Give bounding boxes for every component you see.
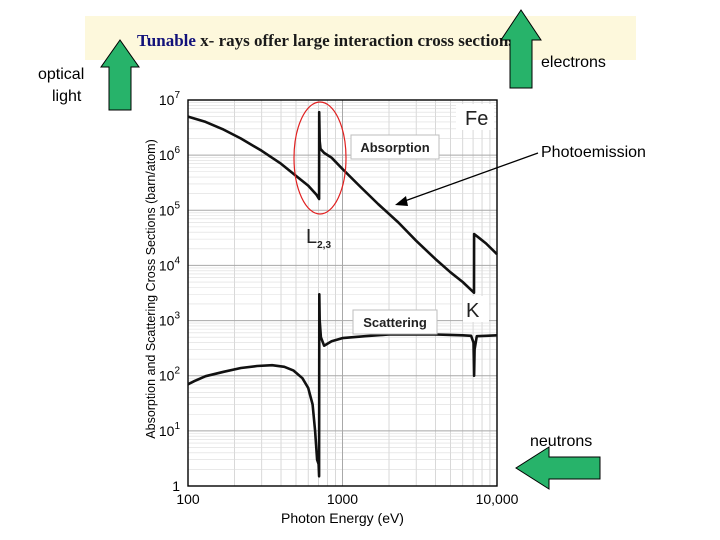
neutrons-arrow	[515, 446, 601, 490]
y-tick-label: 107	[159, 90, 181, 108]
electrons-arrow	[500, 9, 542, 89]
y-axis-label: Absorption and Scattering Cross Sections…	[144, 139, 158, 438]
absorption-label-box	[350, 134, 440, 160]
photoemission-pointer-line	[401, 152, 539, 203]
y-tick-label: 104	[159, 255, 181, 273]
y-tick-label: 1	[172, 478, 180, 494]
absorption-series-label: Absorption	[360, 140, 429, 155]
neutrons-arrow-shape	[515, 446, 601, 490]
y-tick-label: 103	[159, 311, 181, 329]
title-tunable: Tunable	[137, 31, 196, 50]
title-box	[85, 16, 636, 60]
electrons-arrow-shape	[500, 9, 542, 89]
element-label: Fe	[465, 108, 488, 130]
plot-frame	[187, 99, 498, 487]
x-axis-label: Photon Energy (eV)	[281, 510, 404, 526]
photoemission-pointer-head	[395, 196, 408, 206]
optical-light-arrow-shape	[100, 39, 140, 111]
x-tick-label: 10,000	[476, 491, 519, 507]
x-tick-label: 1000	[327, 491, 358, 507]
l-edge-highlight-ellipse	[293, 101, 347, 215]
slide-title: Tunable x- rays offer large interaction …	[137, 31, 515, 51]
photoemission-label: Photoemission	[541, 144, 646, 161]
x-tick-label: 100	[176, 491, 200, 507]
optical-label: optical	[38, 66, 85, 83]
y-tick-label: 105	[159, 200, 181, 218]
y-tick-label: 101	[159, 421, 181, 439]
electrons-label: electrons	[541, 54, 606, 71]
y-tick-label: 106	[159, 145, 181, 163]
k-edge-label: K	[466, 300, 480, 322]
neutrons-label: neutrons	[530, 433, 593, 450]
scattering-line	[187, 292, 498, 478]
scattering-label-box	[352, 309, 438, 335]
optical-light-arrow	[100, 39, 140, 111]
absorption-line	[187, 110, 498, 295]
element-label-bg	[456, 104, 494, 130]
scattering-series-label: Scattering	[363, 315, 427, 330]
y-tick-label: 102	[159, 366, 181, 384]
light-label: light	[52, 88, 82, 105]
k-label-bg	[463, 296, 489, 322]
l-edge-label: L2,3	[306, 226, 331, 251]
title-rest: x- rays offer large interaction cross se…	[195, 31, 515, 50]
